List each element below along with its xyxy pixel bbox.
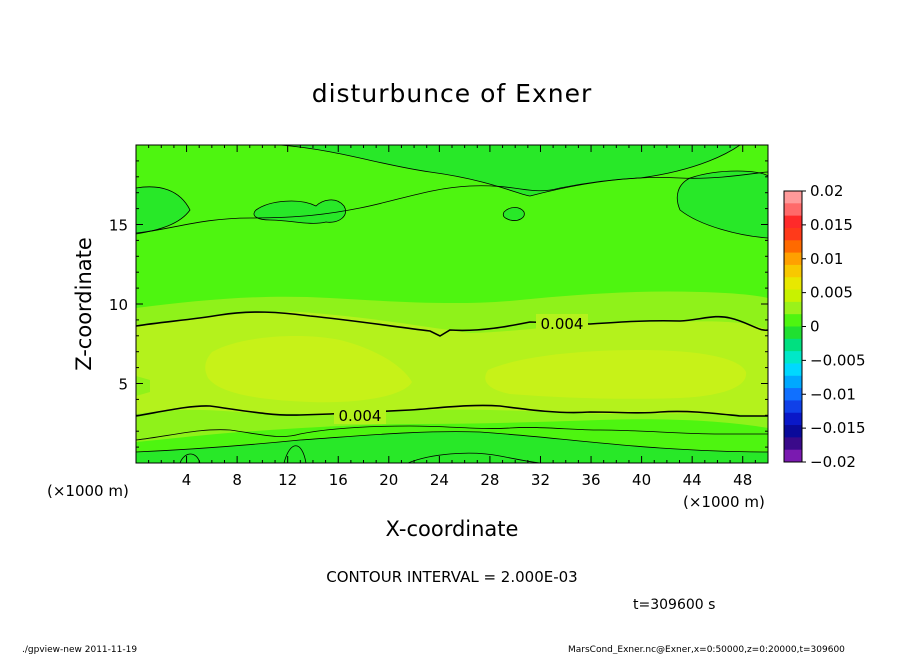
field-level-0-006-right [485, 350, 747, 399]
contour-interval-text: CONTOUR INTERVAL = 2.000E-03 [326, 568, 577, 586]
colorbar-swatch [784, 437, 802, 451]
contour-neg-top [279, 145, 741, 197]
colorbar-label: −0.005 [810, 351, 866, 369]
time-text: t=309600 s [633, 597, 715, 613]
colorbar-labels: 0.02 0.015 0.01 0.005 0 −0.005 −0.01 −0.015 −0.0… [802, 182, 866, 471]
colorbar-swatch [784, 301, 802, 315]
x-tick-label: 32 [531, 471, 550, 489]
field-level-0-006-edge [136, 376, 150, 396]
contour-lower-0-004 [136, 404, 768, 417]
y-ticks: 5 10 15 [109, 160, 768, 448]
colorbar-swatch [784, 363, 802, 377]
colorbar-swatch [784, 314, 802, 327]
contour-neg-upper-right [676, 170, 768, 239]
field-level-0-006-left [205, 336, 412, 403]
colorbar-swatch [784, 449, 802, 463]
plot-area [136, 145, 768, 463]
contour-neg-bottom [136, 431, 768, 453]
x-axis-title: X-coordinate [386, 517, 519, 541]
colorbar-swatch [784, 400, 802, 414]
contour-label-upper: 0.004 [541, 315, 584, 333]
colorbar-label: 0 [810, 318, 820, 336]
x-tick-label: 40 [632, 471, 651, 489]
field-negative-small [503, 207, 525, 221]
contour-label-bg-upper [536, 314, 588, 332]
x-tick-label: 4 [182, 471, 192, 489]
contour-0-002-upper [136, 171, 768, 234]
contour-neg-small [502, 207, 525, 221]
x-tick-label: 24 [430, 471, 449, 489]
colorbar-swatch [784, 412, 802, 426]
colorbar-swatch [784, 388, 802, 401]
contour-label-lower: 0.004 [339, 407, 382, 425]
x-tick-label: 36 [581, 471, 600, 489]
colorbar-swatch [784, 191, 802, 204]
colorbar-label: 0.005 [810, 284, 853, 302]
contour-neg-blob-mid [253, 199, 346, 224]
field-negative-upper-left [136, 186, 190, 234]
y-tick-label: 5 [118, 376, 128, 394]
x-ticks: 4 8 12 16 20 24 28 32 36 40 44 48 [148, 145, 756, 489]
contour-upper-0-004 [136, 311, 768, 337]
colorbar-label: −0.02 [810, 453, 856, 471]
x-tick-label: 12 [278, 471, 297, 489]
colorbar-label: 0.02 [810, 182, 843, 200]
colorbar-swatch [784, 351, 802, 364]
footer-left: ./gpview-new 2011-11-19 [22, 645, 137, 654]
colorbar-swatch [784, 240, 802, 254]
colorbar-label: −0.015 [810, 419, 866, 437]
colorbar-swatch [784, 227, 802, 241]
colorbar [784, 191, 802, 463]
colorbar-label: 0.01 [810, 250, 843, 268]
colorbar-swatch [784, 289, 802, 303]
contour-neg-upper-left [136, 186, 191, 235]
x-tick-label: 16 [329, 471, 348, 489]
colorbar-swatch [784, 215, 802, 229]
colorbar-swatch [784, 264, 802, 278]
x-tick-label: 48 [733, 471, 752, 489]
colorbar-swatch [784, 277, 802, 291]
y-tick-label: 15 [109, 217, 128, 235]
colorbar-swatch [784, 375, 802, 389]
footer-right: MarsCond_Exner.nc@Exner,x=0:50000,z=0:20… [568, 645, 845, 654]
y-tick-label: 10 [109, 296, 128, 314]
contour-label-bg-lower [334, 406, 386, 424]
colorbar-swatch [784, 338, 802, 352]
colorbar-swatch [784, 326, 802, 340]
chart-title: disturbunce of Exner [312, 79, 593, 108]
x-tick-label: 28 [480, 471, 499, 489]
colorbar-label: 0.015 [810, 216, 853, 234]
x-tick-label: 8 [232, 471, 242, 489]
field-negative-top [280, 145, 740, 196]
x-tick-label: 44 [683, 471, 702, 489]
y-axis-title: Z-coordinate [72, 237, 96, 371]
colorbar-swatch [784, 203, 802, 217]
colorbar-swatch [784, 252, 802, 266]
x-tick-label: 20 [379, 471, 398, 489]
x-unit-left: (×1000 m) [47, 482, 129, 500]
x-unit-right: (×1000 m) [683, 493, 765, 511]
contour-lines [136, 145, 768, 463]
colorbar-label: −0.01 [810, 385, 856, 403]
colorbar-swatch [784, 425, 802, 438]
contour-0-002-lower [136, 425, 768, 441]
field-negative-bottom [136, 431, 768, 463]
